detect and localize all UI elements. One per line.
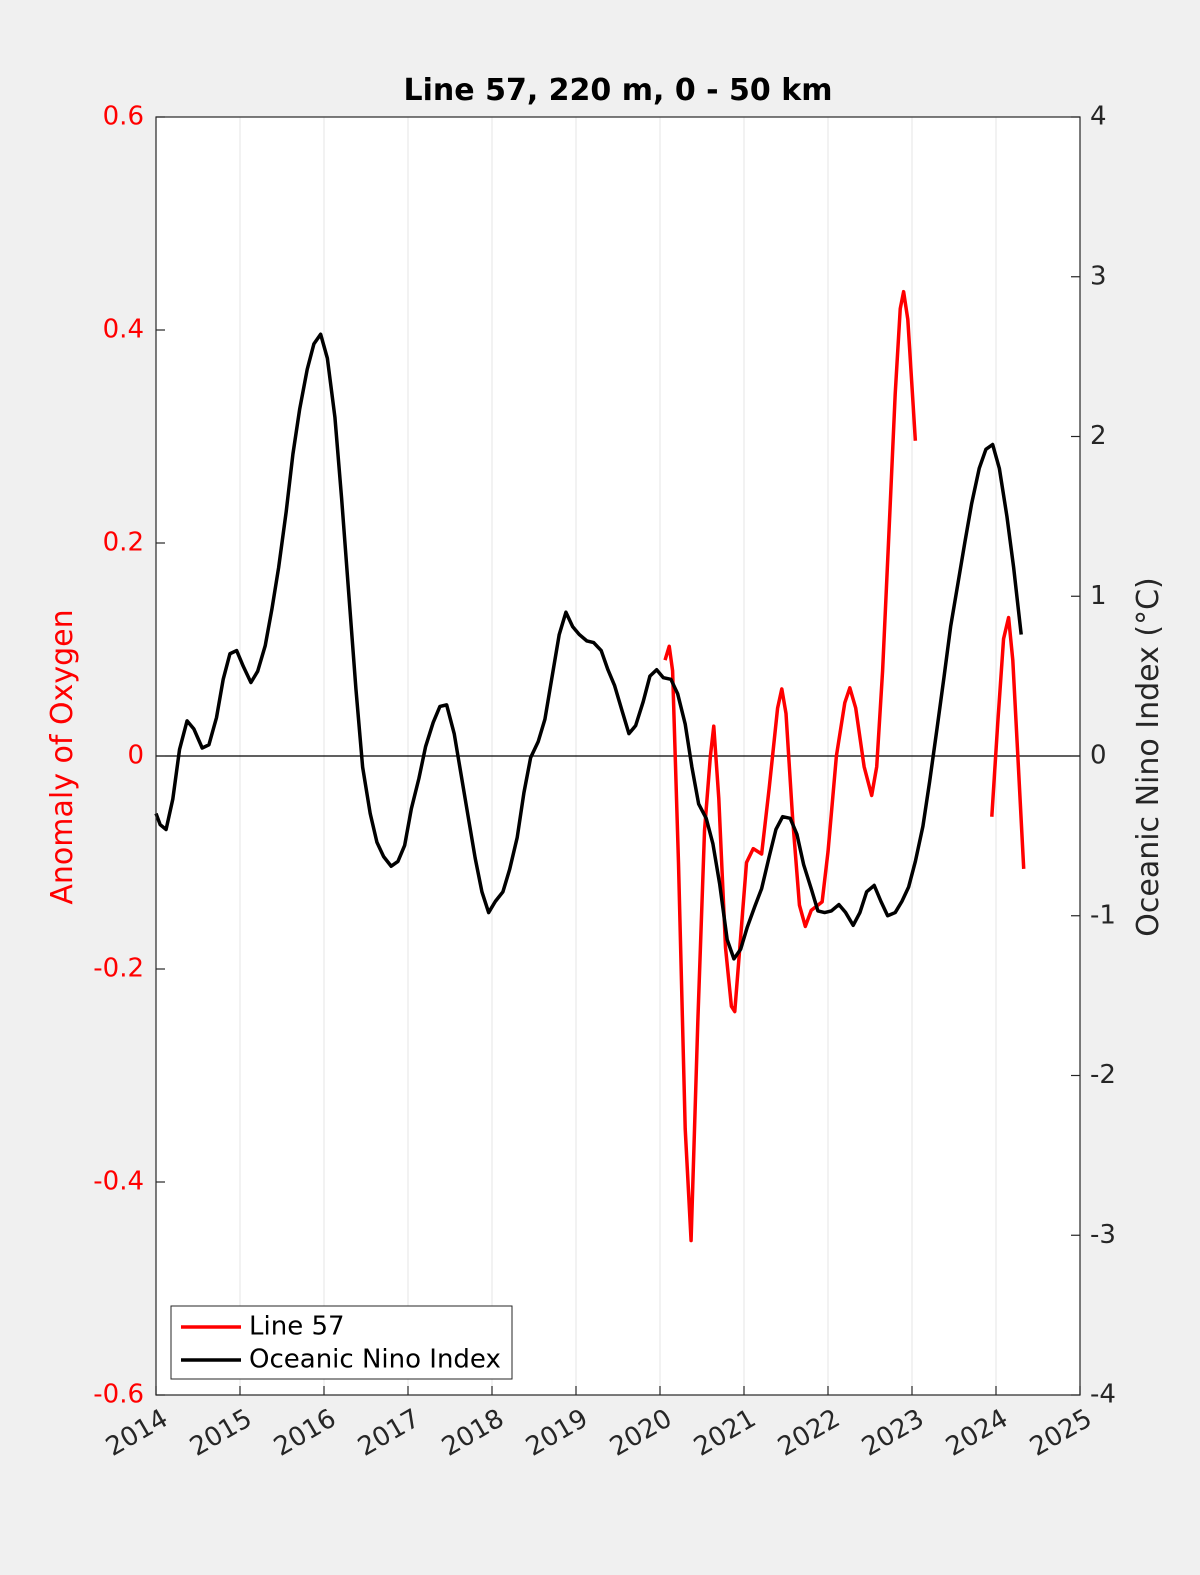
y-tick-label: 0.2 — [103, 528, 144, 558]
x-tick-label: 2022 — [773, 1404, 845, 1463]
y2-tick-label: 4 — [1090, 102, 1107, 132]
y-axis-label: Anomaly of Oxygen — [45, 609, 80, 904]
series-line — [663, 289, 1026, 1243]
y2-tick-label: -4 — [1090, 1380, 1116, 1410]
x-tick-label: 2024 — [941, 1404, 1013, 1463]
legend-label: Line 57 — [249, 1312, 345, 1342]
y2-tick-label: -2 — [1090, 1060, 1116, 1090]
chart-title: Line 57, 220 m, 0 - 50 km — [404, 73, 833, 108]
y2-tick-label: -1 — [1090, 900, 1116, 930]
legend-label: Oceanic Nino Index — [249, 1345, 501, 1375]
x-tick-label: 2017 — [353, 1404, 425, 1463]
x-tick-label: 2014 — [101, 1404, 173, 1463]
y2-tick-label: 1 — [1090, 581, 1107, 611]
lines — [154, 289, 1080, 1243]
y-tick-label: 0.6 — [103, 102, 144, 132]
y-tick-label: 0 — [127, 741, 144, 771]
y2-tick-label: 3 — [1090, 261, 1107, 291]
y-tick-label: 0.4 — [103, 315, 144, 345]
y2-tick-label: 0 — [1090, 741, 1107, 771]
y2-tick-label: 2 — [1090, 421, 1107, 451]
y2-axis-label: Oceanic Nino Index (°C) — [1131, 577, 1166, 937]
x-tick-label: 2015 — [185, 1404, 257, 1463]
x-tick-label: 2018 — [437, 1404, 509, 1463]
x-tick-label: 2025 — [1025, 1404, 1097, 1463]
y2-tick-label: -3 — [1090, 1220, 1116, 1250]
x-tick-label: 2016 — [269, 1404, 341, 1463]
y-tick-label: -0.4 — [93, 1167, 144, 1197]
y-tick-label: -0.6 — [93, 1380, 144, 1410]
x-tick-label: 2023 — [857, 1404, 929, 1463]
y-tick-label: -0.2 — [93, 954, 144, 984]
x-tick-label: 2019 — [521, 1404, 593, 1463]
x-tick-label: 2021 — [689, 1404, 761, 1463]
x-tick-label: 2020 — [605, 1404, 677, 1463]
series-line — [154, 332, 1023, 961]
legend-box — [170, 1305, 513, 1380]
